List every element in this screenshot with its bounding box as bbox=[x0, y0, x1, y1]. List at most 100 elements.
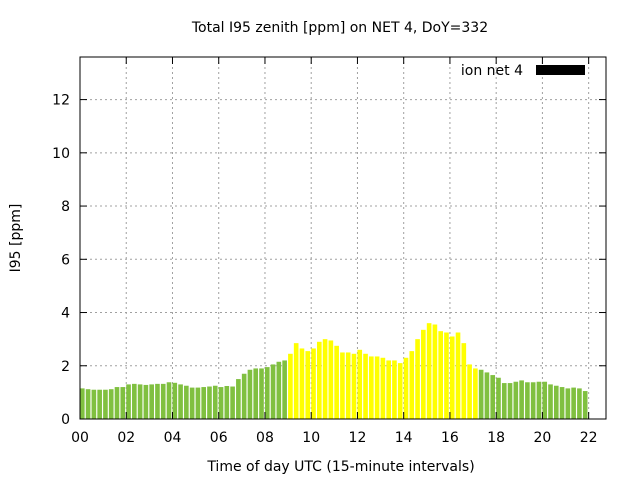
bar bbox=[582, 391, 588, 419]
y-tick-label: 2 bbox=[61, 359, 70, 375]
legend-label: ion net 4 bbox=[461, 63, 523, 79]
bar bbox=[155, 383, 160, 419]
bar bbox=[316, 341, 322, 419]
bar bbox=[403, 357, 409, 419]
bar bbox=[461, 343, 467, 419]
bar bbox=[160, 383, 166, 419]
bar bbox=[288, 353, 293, 419]
bar bbox=[351, 353, 357, 419]
bar bbox=[218, 387, 224, 419]
legend-swatch bbox=[536, 65, 585, 75]
bar bbox=[513, 381, 519, 419]
x-tick-label: 14 bbox=[395, 430, 413, 446]
legend: ion net 4 bbox=[461, 63, 585, 79]
x-tick-label: 04 bbox=[164, 430, 182, 446]
bar bbox=[85, 389, 91, 419]
bar bbox=[236, 379, 241, 419]
bar bbox=[264, 367, 270, 419]
bar bbox=[305, 351, 311, 419]
bar bbox=[184, 385, 189, 419]
bar bbox=[97, 389, 102, 419]
bar bbox=[444, 332, 449, 419]
bar bbox=[397, 363, 403, 419]
x-tick-label: 06 bbox=[210, 430, 228, 446]
bar bbox=[334, 345, 339, 419]
chart-title: Total I95 zenith [ppm] on NET 4, DoY=332 bbox=[191, 20, 488, 36]
bar bbox=[201, 387, 207, 419]
bar bbox=[438, 331, 443, 419]
plot-frame bbox=[79, 56, 607, 420]
bar bbox=[149, 384, 154, 419]
bar bbox=[559, 387, 565, 419]
bar bbox=[542, 381, 548, 419]
bar bbox=[247, 369, 253, 419]
bar bbox=[132, 383, 137, 419]
bar bbox=[386, 360, 391, 419]
bar bbox=[577, 388, 582, 419]
bar bbox=[189, 387, 195, 419]
bar bbox=[449, 336, 455, 419]
bars bbox=[80, 323, 588, 419]
bar bbox=[80, 388, 85, 419]
bar bbox=[195, 387, 201, 419]
bar bbox=[253, 368, 259, 419]
x-tick-label: 12 bbox=[349, 430, 367, 446]
bar bbox=[536, 381, 542, 419]
bar bbox=[507, 383, 513, 419]
y-tick-label: 12 bbox=[52, 93, 70, 109]
x-tick-label: 08 bbox=[256, 430, 274, 446]
bar bbox=[178, 384, 183, 419]
y-tick-label: 0 bbox=[61, 412, 70, 428]
bar bbox=[409, 351, 415, 419]
grid bbox=[80, 57, 606, 419]
bar bbox=[415, 339, 420, 419]
bar bbox=[374, 356, 380, 419]
bar bbox=[282, 360, 287, 419]
x-tick-label: 02 bbox=[117, 430, 135, 446]
x-axis-label: Time of day UTC (15-minute intervals) bbox=[206, 459, 474, 475]
bar bbox=[455, 332, 461, 419]
bar bbox=[484, 372, 490, 419]
bar bbox=[473, 368, 478, 419]
bar bbox=[299, 348, 305, 419]
bar bbox=[276, 361, 282, 419]
x-tick-label: 20 bbox=[534, 430, 552, 446]
bar bbox=[357, 349, 363, 419]
bar bbox=[311, 348, 316, 419]
bar bbox=[363, 353, 368, 419]
x-tick-label: 22 bbox=[580, 430, 598, 446]
bar bbox=[224, 385, 230, 419]
bar bbox=[525, 382, 530, 419]
bar bbox=[501, 383, 507, 419]
bar bbox=[345, 352, 351, 419]
bar bbox=[496, 377, 501, 419]
y-axis-label: I95 [ppm] bbox=[8, 204, 24, 273]
bar bbox=[166, 382, 172, 419]
bar bbox=[548, 384, 553, 419]
bar bbox=[270, 364, 276, 419]
bar bbox=[259, 368, 264, 419]
bar bbox=[369, 356, 374, 419]
bar bbox=[172, 382, 178, 419]
bar bbox=[143, 384, 149, 419]
x-tick-label: 00 bbox=[71, 430, 89, 446]
bar bbox=[467, 364, 472, 419]
bar bbox=[553, 385, 559, 419]
x-tick-label: 18 bbox=[487, 430, 505, 446]
bar bbox=[322, 339, 328, 419]
bar bbox=[571, 387, 576, 419]
bar bbox=[230, 386, 235, 419]
bar bbox=[519, 380, 524, 419]
bar bbox=[565, 388, 571, 419]
y-tick-label: 10 bbox=[52, 146, 70, 162]
x-tick-label: 16 bbox=[441, 430, 459, 446]
y-tick-label: 6 bbox=[61, 252, 70, 268]
bar bbox=[432, 324, 438, 419]
bar bbox=[380, 357, 386, 419]
bar bbox=[421, 329, 426, 419]
bar bbox=[207, 386, 212, 419]
bar bbox=[120, 387, 126, 419]
bar bbox=[212, 385, 218, 419]
bar bbox=[103, 389, 108, 419]
